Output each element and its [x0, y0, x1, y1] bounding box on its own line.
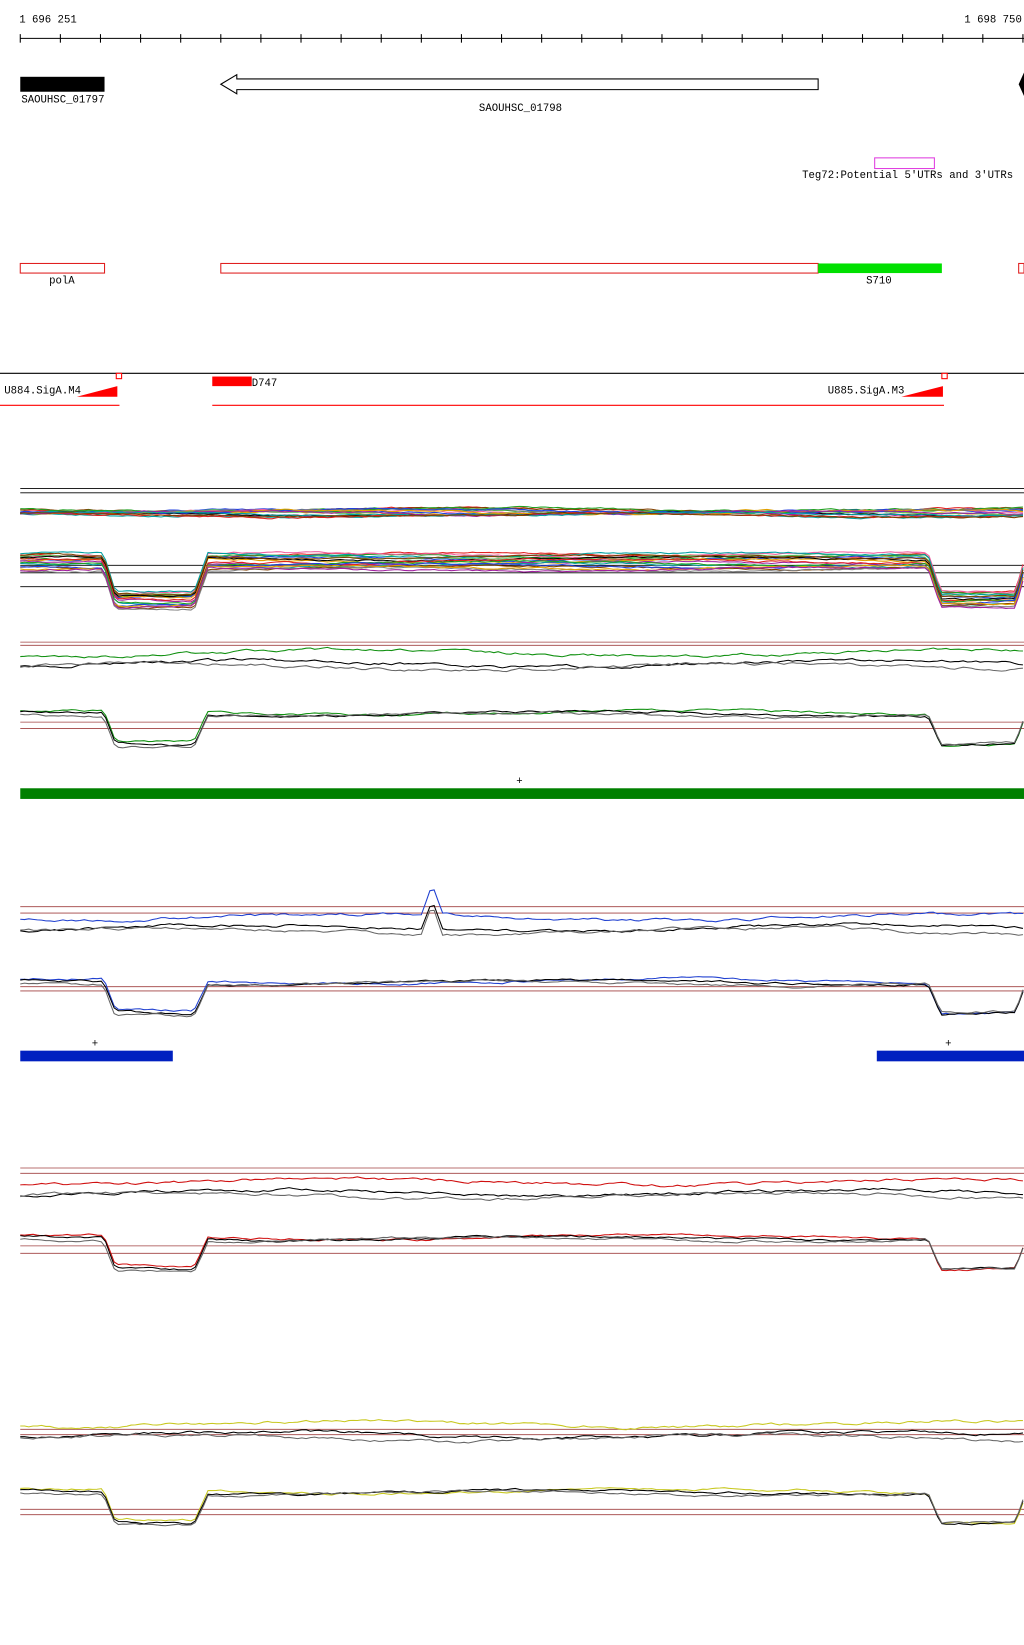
promoter-label: D747 [252, 378, 278, 390]
strand-mark: + [945, 1038, 951, 1050]
gene-label: SAOUHSC_01798 [479, 103, 562, 115]
signal-trace [20, 1487, 1024, 1525]
signal-trace [20, 1432, 1023, 1444]
signal-trace [20, 511, 1023, 519]
signal-trace [20, 1187, 1023, 1198]
signal-trace [20, 657, 1023, 669]
segment-bar [20, 1050, 173, 1062]
signal-trace [20, 978, 1024, 1016]
signal-trace [20, 1489, 1024, 1527]
signal-trace [20, 1176, 1023, 1188]
feature-label: S710 [866, 276, 892, 288]
promoter [212, 376, 252, 387]
promoter [901, 386, 943, 397]
gene-edge [1018, 72, 1024, 96]
signal-trace [20, 904, 1024, 933]
utr-box [874, 157, 935, 170]
ruler-start: 1 696 251 [19, 14, 77, 26]
strand-mark: + [516, 776, 522, 788]
promoter-tick [115, 372, 123, 380]
signal-trace [20, 1233, 1024, 1272]
segment-bar [876, 1050, 1024, 1062]
feature [818, 263, 942, 274]
signal-trace [20, 646, 1023, 659]
signal-tracks [20, 488, 1024, 1527]
signal-trace [20, 557, 1024, 602]
promoter-tick [941, 372, 948, 380]
strand-mark: + [92, 1038, 98, 1050]
signal-trace [20, 660, 1023, 673]
signal-trace [20, 708, 1024, 747]
gene-label: SAOUHSC_01797 [21, 94, 104, 106]
ruler-ticks [19, 34, 1024, 43]
gene-arrow [219, 73, 819, 95]
signal-trace [20, 507, 1024, 514]
signal-trace [20, 1419, 1023, 1431]
segment-bar [20, 788, 1024, 799]
feature [1018, 262, 1024, 274]
promoter-label: U884.SigA.M4 [4, 386, 81, 398]
ruler-end: 1 698 750 [964, 14, 1022, 26]
feature-label: polA [49, 276, 75, 288]
signal-trace [20, 889, 1023, 923]
signal-trace [20, 1190, 1024, 1201]
signal-trace [20, 566, 1024, 609]
annotation-label: Teg72:Potential 5'UTRs and 3'UTRs [802, 170, 1013, 182]
signal-trace [20, 552, 1024, 598]
signal-trace [20, 1234, 1024, 1271]
gene [20, 76, 105, 92]
signal-trace [20, 976, 1024, 1015]
signal-trace [20, 560, 1024, 606]
signal-trace [20, 710, 1024, 749]
signal-trace [20, 1236, 1024, 1273]
signal-trace [20, 566, 1024, 611]
signal-trace [20, 909, 1024, 937]
feature [220, 262, 819, 274]
promoter [76, 386, 118, 397]
promoter-label: U885.SigA.M3 [828, 386, 905, 398]
feature [19, 262, 106, 274]
signal-trace [20, 1487, 1024, 1526]
signal-trace [20, 979, 1024, 1018]
